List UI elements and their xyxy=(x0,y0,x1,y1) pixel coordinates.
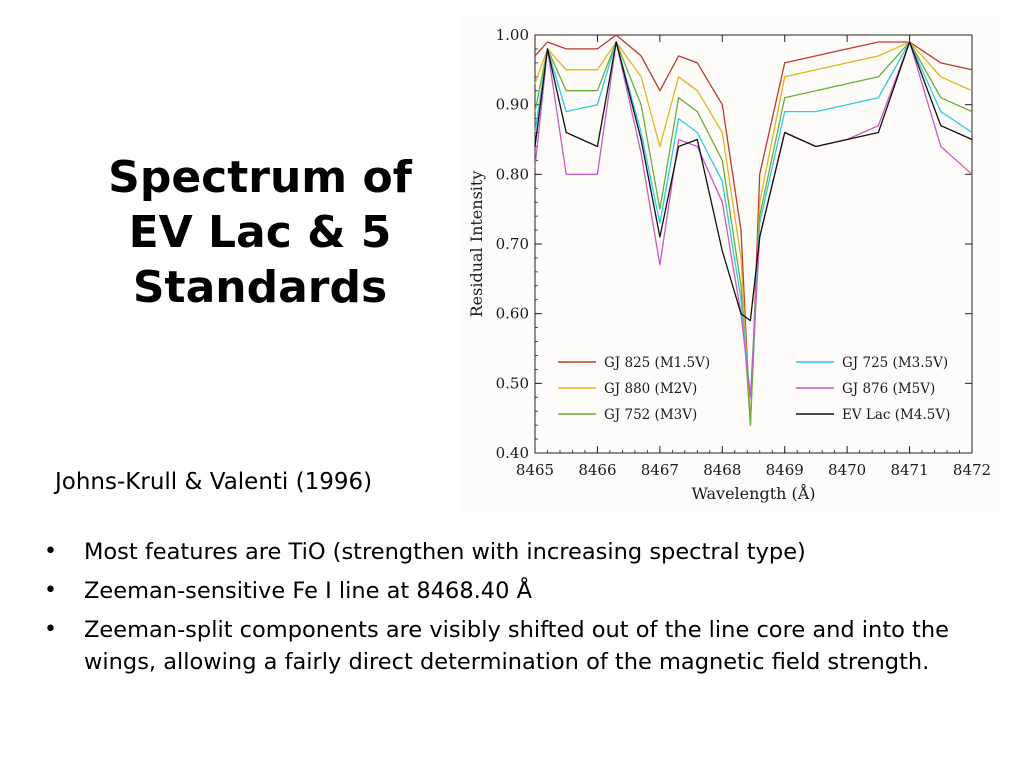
y-axis-label: Residual Intensity xyxy=(467,171,486,318)
legend-label: GJ 752 (M3V) xyxy=(604,407,697,423)
y-tick-label: 0.60 xyxy=(496,305,529,323)
y-tick-label: 0.40 xyxy=(496,444,529,462)
legend-label: EV Lac (M4.5V) xyxy=(842,407,950,423)
legend-label: GJ 880 (M2V) xyxy=(604,381,697,397)
x-tick-label: 8466 xyxy=(578,461,616,479)
title-line-3: Standards xyxy=(132,262,388,313)
bullet-icon: • xyxy=(44,578,57,603)
series-line xyxy=(534,41,973,398)
title-line-2: EV Lac & 5 xyxy=(128,207,392,258)
legend-label: GJ 825 (M1.5V) xyxy=(604,355,710,371)
bullet-item: • Zeeman-split components are visibly shi… xyxy=(40,614,990,678)
bullet-icon: • xyxy=(44,539,57,564)
x-tick-label: 8472 xyxy=(953,461,991,479)
spectrum-figure: 1.00 0.90 0.80 0.70 0.60 0.50 0.40 8465 8466 8467… xyxy=(460,15,1000,512)
x-tick-label: 8467 xyxy=(641,461,679,479)
legend-label: GJ 725 (M3.5V) xyxy=(842,355,948,371)
title-line-1: Spectrum of xyxy=(108,152,412,203)
bullet-text: Most features are TiO (strengthen with i… xyxy=(84,539,806,565)
bullet-item: • Zeeman-sensitive Fe I line at 8468.40 Å xyxy=(40,575,990,607)
series-line xyxy=(534,41,973,426)
y-tick-label: 0.80 xyxy=(496,165,529,183)
series-line xyxy=(534,41,973,426)
bullet-text: Zeeman-sensitive Fe I line at 8468.40 Å xyxy=(84,578,532,604)
bullet-icon: • xyxy=(44,617,57,642)
bullet-item: • Most features are TiO (strengthen with … xyxy=(40,536,990,568)
slide-title: Spectrum of EV Lac & 5 Standards xyxy=(95,150,425,315)
x-tick-label: 8470 xyxy=(828,461,866,479)
y-tick-label: 0.70 xyxy=(496,235,529,253)
x-tick-label: 8465 xyxy=(516,461,554,479)
series-line xyxy=(534,34,973,426)
y-tick-label: 0.50 xyxy=(496,374,529,392)
series-line xyxy=(534,41,973,322)
x-tick-label: 8469 xyxy=(766,461,804,479)
y-tick-label: 0.90 xyxy=(496,96,529,114)
figure-citation: Johns-Krull & Valenti (1996) xyxy=(55,469,373,495)
y-tick-label: 1.00 xyxy=(496,26,529,44)
bullet-text: Zeeman-split components are visibly shif… xyxy=(84,617,949,675)
x-tick-label: 8471 xyxy=(890,461,928,479)
bullet-list: • Most features are TiO (strengthen with … xyxy=(40,536,990,685)
x-axis-label: Wavelength (Å) xyxy=(691,483,815,503)
series-line xyxy=(534,41,973,398)
legend-label: GJ 876 (M5V) xyxy=(842,381,935,397)
x-tick-label: 8468 xyxy=(703,461,741,479)
